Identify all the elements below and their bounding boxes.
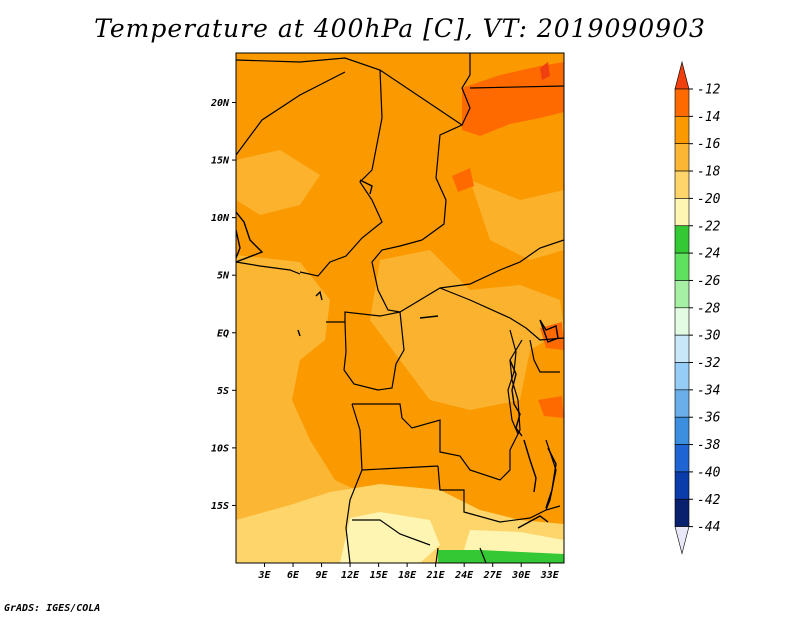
lon-tick-label: 27E	[483, 570, 503, 581]
colorbar-swatch	[674, 170, 690, 199]
colorbar-label: -36	[697, 411, 721, 426]
colorbar-label: -40	[697, 465, 721, 480]
colorbar-swatch	[674, 198, 690, 227]
lon-tick-label: 15E	[370, 570, 389, 581]
lon-tick-label: 21E	[426, 570, 446, 581]
colorbar-top-arrow	[674, 60, 690, 90]
map-plot-area	[236, 53, 564, 563]
temperature-region-hot-ne	[462, 62, 564, 136]
colorbar-label: -38	[697, 438, 721, 453]
colorbar-label: -26	[697, 274, 721, 289]
lat-tick-label: EQ	[217, 328, 229, 339]
country-borders	[236, 53, 564, 563]
colorbar-label: -12	[697, 83, 721, 98]
lon-tick-label: 12E	[341, 570, 360, 581]
colorbar-label: -42	[697, 493, 721, 508]
colorbar-label: -30	[697, 329, 721, 344]
temperature-region-light-west	[236, 255, 564, 563]
colorbar-label: -34	[697, 383, 720, 398]
lon-tick-label: 30E	[511, 570, 531, 581]
map-frame	[235, 52, 565, 564]
temperature-region-light-ne	[470, 180, 564, 260]
temperature-region-verypale-south	[340, 512, 440, 563]
colorbar-label: -28	[697, 301, 721, 316]
lon-tick-label: 6E	[287, 570, 300, 581]
lon-tick-label: 18E	[398, 570, 417, 581]
colorbar-swatch	[674, 252, 690, 281]
colorbar-swatch	[674, 444, 690, 473]
lat-tick-label: 20N	[210, 98, 230, 109]
lat-tick-label: 15S	[211, 501, 229, 512]
temperature-region-light-north	[236, 150, 320, 215]
colorbar-swatch	[674, 88, 690, 117]
colorbar: -12 -14 -16 -18 -20 -22 -24 -26 -28 -30 -32 -34 -36 -…	[674, 60, 721, 555]
lat-tick-label: 15N	[211, 156, 230, 167]
colorbar-swatch	[674, 116, 690, 144]
colorbar-swatch	[674, 416, 690, 445]
colorbar-swatch	[674, 389, 690, 418]
coastlines-and-lakes	[236, 179, 559, 529]
temperature-region-hot-spot1	[452, 168, 474, 192]
colorbar-swatch	[674, 471, 690, 500]
colorbar-label: -24	[697, 247, 720, 262]
longitude-axis: 3E 6E 9E 12E 15E 18E 21E 24E 27E 30E 33E	[257, 563, 560, 581]
lat-tick-label: 5S	[217, 386, 229, 397]
colorbar-bottom-arrow	[674, 526, 690, 555]
lat-tick-label: 5N	[217, 271, 230, 282]
lon-tick-label: 3E	[257, 570, 271, 581]
temperature-region-light-east	[370, 250, 564, 410]
colorbar-label: -44	[697, 520, 720, 535]
colorbar-swatch	[674, 280, 690, 309]
grads-credit: GrADS: IGES/COLA	[4, 603, 101, 614]
lat-tick-label: 10N	[211, 213, 230, 224]
colorbar-label: -22	[697, 219, 721, 234]
lon-tick-label: 24E	[454, 570, 474, 581]
temperature-region-hot-tip	[540, 62, 550, 80]
colorbar-label: -18	[697, 165, 721, 180]
colorbar-label: -14	[697, 110, 720, 125]
colorbar-swatch	[674, 362, 690, 391]
lon-tick-label: 9E	[316, 570, 329, 581]
colorbar-swatch	[674, 225, 690, 254]
colorbar-label: -32	[697, 356, 721, 371]
lat-tick-label: 10S	[211, 443, 229, 454]
colorbar-swatch	[674, 334, 690, 363]
latitude-axis: 20N 15N 10N 5N EQ 5S 10S 15S	[210, 98, 236, 512]
temperature-region-green	[438, 550, 564, 563]
colorbar-swatch	[674, 143, 690, 172]
colorbar-label: -20	[697, 192, 721, 207]
chart-title: Temperature at 400hPa [C], VT: 201909090…	[94, 14, 706, 43]
lon-tick-label: 33E	[540, 570, 560, 581]
temperature-region-hot-spot2	[538, 396, 564, 418]
colorbar-swatch	[674, 307, 690, 336]
colorbar-label: -16	[697, 137, 721, 152]
colorbar-swatch	[674, 498, 690, 527]
